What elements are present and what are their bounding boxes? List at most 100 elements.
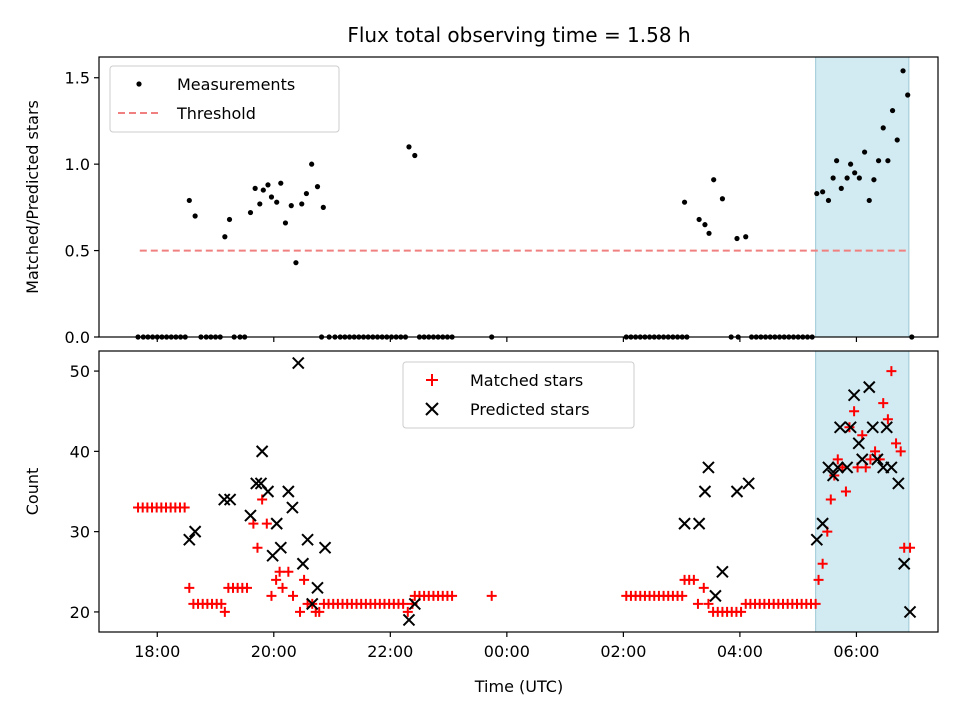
bottom-legend-box [402,361,635,429]
predicted-star-point [250,477,263,490]
bottom-shaded-span [815,350,910,633]
measurement-point [861,149,868,155]
matched-star-point [810,598,821,609]
matched-star-point [271,574,282,585]
measurement-point [252,185,258,191]
predicted-star-point [282,485,295,498]
top-y-tick-label: 0.0 [65,328,90,347]
measurement-point [257,201,263,207]
top-y-tick-label: 1.5 [65,69,90,88]
predicted-star-point [183,533,196,546]
bottom-y-tick-label: 40 [70,442,90,461]
measurement-point [265,182,271,188]
predicted-star-point [692,517,706,530]
matched-star-point [277,582,288,593]
bottom-y-ticks: 20 30 40 50 [70,362,99,622]
predicted-star-point [730,485,744,498]
matched-star-point [886,366,897,377]
predicted-star-point [709,589,722,603]
measurement-point [719,196,726,202]
predicted-star-point [885,461,898,474]
predicted-star-point [318,541,332,554]
measurement-points [135,68,915,340]
predicted-star-point [274,541,287,554]
matched-star-point [677,590,688,601]
predicted-star-point [856,453,869,466]
matched-star-point [486,590,497,601]
matched-star-point [261,518,272,529]
matched-star-point [840,486,851,497]
predicted-star-point [840,461,854,474]
top-y-axis-label: Matched/Predicted stars [23,100,42,294]
matched-star-point [216,598,227,609]
measurement-point [848,161,854,167]
bottom-y-tick-label: 30 [70,523,90,542]
matched-star-point [832,454,843,465]
predicted-star-point [826,469,840,482]
measurement-point [320,204,326,210]
predicted-star-point [833,421,847,434]
measurement-point [866,197,872,204]
measurement-point [830,175,836,181]
matched-star-point [905,542,916,553]
measurement-point [838,185,844,191]
matched-legend-marker [426,374,438,386]
ratio-panel: 0.0 0.5 1.0 1.5 Matched/Predicted stars Mea… [23,56,939,347]
measurements-legend-marker [136,81,142,87]
predicted-star-point [255,445,269,458]
measurement-point [702,222,708,228]
measurement-point [900,68,906,74]
predicted-star-point [810,533,824,546]
measurement-point [894,137,900,143]
matched-star-point [447,590,458,601]
count-panel: 20 30 40 50 18:00 20:00 22:00 00:00 02:00 04:00 0… [23,350,939,696]
matched-star-point [895,446,906,457]
measurement-point [814,190,820,197]
measurement-point [192,213,198,219]
bottom-y-tick-label: 20 [70,603,90,622]
matched-star-point [179,502,190,513]
x-tick-label: 02:00 [600,642,646,661]
matched-star-point [314,606,325,617]
x-tick-label: 06:00 [833,642,879,661]
matched-star-point [295,606,306,617]
predicted-star-point [844,421,857,434]
matched-star-point [688,574,699,585]
matched-star-point [283,566,294,577]
matched-stars-points [133,366,916,617]
predicted-star-point [716,565,729,578]
measurement-point [222,234,228,240]
matched-star-point [252,542,263,553]
matched-star-point [882,414,893,425]
predicted-star-point [742,477,755,490]
predicted-star-point [822,461,835,474]
matched-star-point [817,558,828,569]
predicted-star-point [286,501,299,514]
measurement-point [274,199,280,205]
predicted-star-point [270,517,283,530]
predicted-star-point [292,356,305,370]
predicted-star-point [847,388,861,402]
measurement-point [852,170,858,176]
matched-star-point [288,590,299,601]
matched-star-point [299,574,310,585]
top-y-tick-label: 1.0 [65,155,90,174]
measurement-point [880,125,886,131]
measurement-point [303,190,310,197]
measurement-point [299,201,305,207]
predicted-star-point [816,517,829,530]
matched-star-point [241,582,252,593]
bottom-legend: Matched stars Predicted stars [402,361,635,429]
matched-legend-label: Matched stars [470,371,583,390]
matched-star-point [865,454,876,465]
predicted-star-point [866,421,879,434]
measurement-point [293,260,299,266]
measurement-point [247,209,254,216]
predicted-star-point [306,597,319,611]
x-tick-label: 20:00 [251,642,297,661]
top-shaded-span [815,56,910,338]
predicted-star-point [244,509,257,522]
measurement-point [260,187,266,193]
predicted-star-point [702,461,715,474]
matched-star-point [274,566,285,577]
